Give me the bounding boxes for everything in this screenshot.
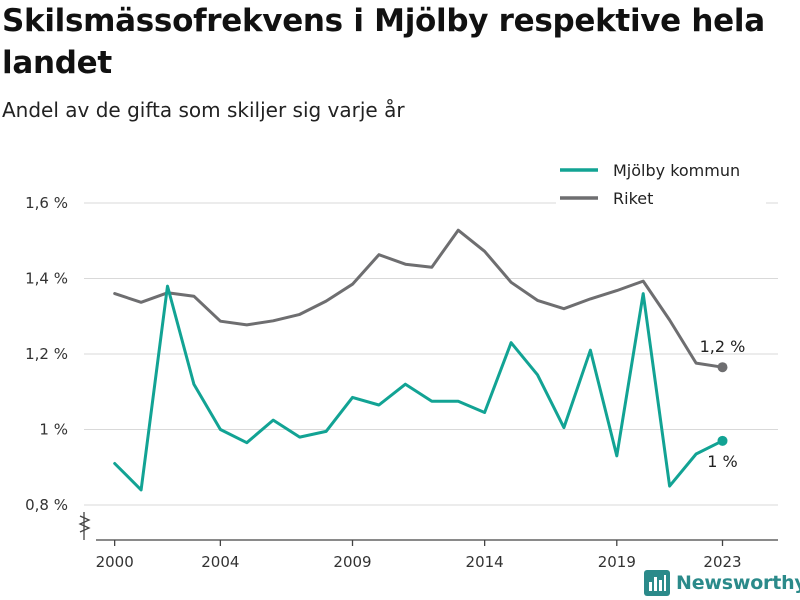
legend: Mjölby kommun Riket: [556, 156, 766, 210]
bar-chart-icon: [644, 570, 670, 596]
end-value-label: 1,2 %: [700, 337, 746, 356]
x-tick-label: 2000: [96, 553, 134, 571]
grid-lines: [84, 202, 778, 506]
end-point-marker: [717, 362, 728, 373]
series-lines: 1,2 % 1 %: [113, 228, 746, 492]
legend-label: Mjölby kommun: [613, 161, 740, 180]
series-line: [113, 228, 724, 369]
y-tick-label: 1,6 %: [25, 194, 68, 212]
x-tick-label: 2009: [333, 553, 371, 571]
chart-subtitle: Andel av de gifta som skiljer sig varje …: [2, 98, 405, 122]
end-point-marker: [717, 435, 728, 446]
x-axis-ticks: 2000 2004 2009 2014 2019 2023: [96, 540, 742, 571]
brand-logo: Newsworthy: [644, 569, 800, 597]
axis-break-icon: [78, 515, 91, 533]
chart-title: Skilsmässofrekvens i Mjölby respektive h…: [2, 3, 765, 81]
y-axis-ticks: 0,8 % 1 % 1,2 % 1,4 % 1,6 %: [25, 194, 68, 514]
y-tick-label: 1 %: [39, 421, 68, 439]
x-axis: [78, 512, 778, 541]
brand-name: Newsworthy: [676, 572, 800, 594]
legend-label: Riket: [613, 189, 653, 208]
x-tick-label: 2019: [598, 553, 636, 571]
x-tick-label: 2023: [703, 553, 741, 571]
y-tick-label: 0,8 %: [25, 496, 68, 514]
y-tick-label: 1,2 %: [25, 345, 68, 363]
y-tick-label: 1,4 %: [25, 270, 68, 288]
legend-background: [556, 156, 766, 210]
series-line: [113, 284, 724, 492]
x-tick-label: 2004: [201, 553, 239, 571]
x-tick-label: 2014: [466, 553, 504, 571]
end-value-label: 1 %: [707, 452, 737, 471]
